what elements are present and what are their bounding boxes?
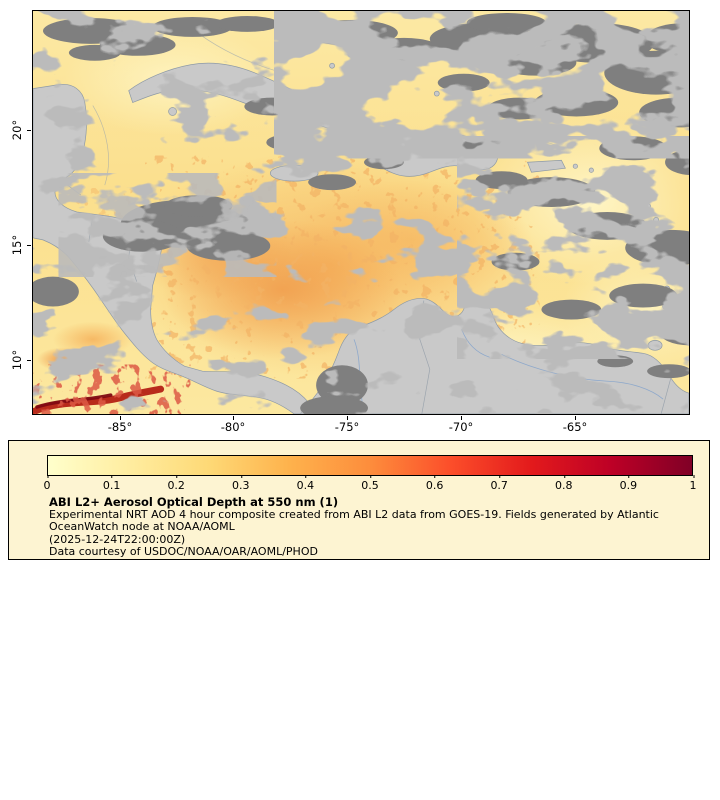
colorbar-tick-label: 0.2: [167, 475, 185, 492]
colorbar-tick-label: 0.1: [102, 475, 121, 492]
map-plot-area: [32, 10, 690, 415]
colorbar-gradient: [47, 455, 693, 476]
x-axis-tick: [233, 416, 234, 420]
x-axis-tick: [347, 416, 348, 420]
legend-panel: 0 0.1 0.2 0.3 0.4 0.5 0.6 0.7 0.8 0.9 1 …: [8, 440, 710, 560]
colorbar-tick-label: 0.5: [361, 475, 379, 492]
legend-timestamp: (2025-12-24T22:00:00Z): [49, 532, 186, 546]
legend-text-block: ABI L2+ Aerosol Optical Depth at 550 nm …: [49, 496, 659, 559]
legend-description-line2: OceanWatch node at NOAA/AOML: [49, 520, 235, 534]
y-axis-tick: [27, 245, 31, 246]
x-axis-label: -80°: [220, 420, 246, 434]
aod-map-canvas: [33, 11, 689, 414]
colorbar-tick-label: 0: [43, 475, 51, 492]
colorbar-tick-label: 0.3: [232, 475, 250, 492]
colorbar-tick-label: 1: [689, 475, 697, 492]
colorbar-axis: 0 0.1 0.2 0.3 0.4 0.5 0.6 0.7 0.8 0.9 1: [43, 475, 697, 492]
x-axis-tick: [461, 416, 462, 420]
x-axis-tick: [120, 416, 121, 420]
cloud-layer: [33, 11, 689, 414]
y-axis-label: 10°: [10, 349, 24, 371]
x-axis-label: -70°: [448, 420, 474, 434]
y-axis-label: 20°: [10, 119, 24, 141]
legend-title: ABI L2+ Aerosol Optical Depth at 550 nm …: [49, 495, 339, 509]
y-axis-tick: [27, 130, 31, 131]
x-axis-label: -75°: [334, 420, 360, 434]
x-axis-tick: [575, 416, 576, 420]
y-axis-label: 15°: [10, 234, 24, 256]
colorbar-tick-label: 0.7: [490, 475, 508, 492]
x-axis-label: -65°: [562, 420, 588, 434]
colorbar-tick-label: 0.6: [425, 475, 444, 492]
colorbar-tick-label: 0.4: [296, 475, 315, 492]
colorbar-tick-label: 0.9: [619, 475, 638, 492]
colorbar-tick-label: 0.8: [555, 475, 573, 492]
legend-description-line1: Experimental NRT AOD 4 hour composite cr…: [49, 507, 659, 521]
legend-courtesy: Data courtesy of USDOC/NOAA/OAR/AOML/PHO…: [49, 545, 318, 559]
x-axis-label: -85°: [107, 420, 133, 434]
y-axis-tick: [27, 360, 31, 361]
